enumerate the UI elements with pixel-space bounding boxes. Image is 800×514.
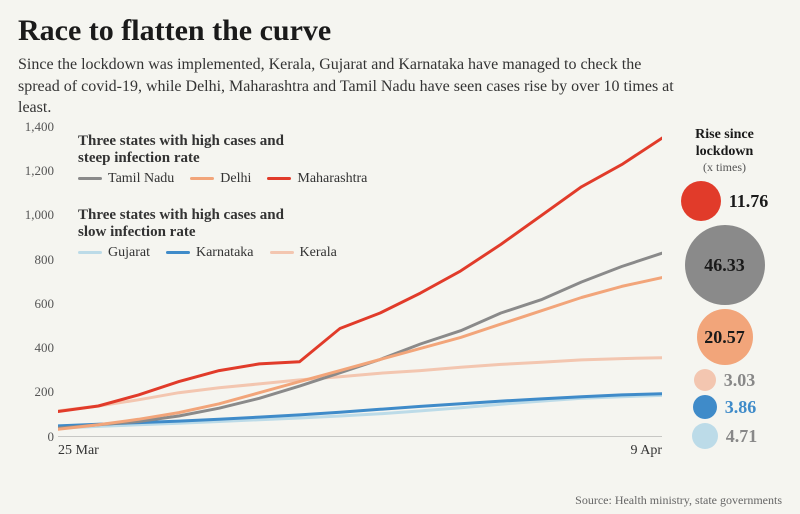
bubble-row-delhi: 20.57: [667, 309, 782, 365]
bubble-value: 11.76: [729, 191, 769, 212]
legend-item: Karnataka: [166, 245, 254, 261]
y-tick: 1,200: [25, 163, 54, 179]
legend-swatch: [78, 251, 102, 254]
legend-slow-items: Gujarat Karnataka Kerala: [78, 245, 337, 261]
x-start-label: 25 Mar: [58, 443, 99, 459]
x-end-label: 9 Apr: [631, 443, 663, 459]
bubble-delhi: 20.57: [697, 309, 753, 365]
legend-label: Maharashtra: [297, 171, 367, 187]
y-tick: 600: [35, 296, 55, 312]
legend-label: Karnataka: [196, 245, 254, 261]
bubble-value: 4.71: [726, 426, 758, 447]
legend-item: Delhi: [190, 171, 251, 187]
legend-steep-title: Three states with high cases and steep i…: [78, 133, 367, 167]
y-tick: 1,400: [25, 119, 54, 135]
y-tick: 0: [48, 429, 55, 445]
bubble-value: 46.33: [704, 255, 745, 276]
plot-region: Three states with high cases and steep i…: [58, 127, 662, 437]
bubble-karnataka: [693, 395, 717, 419]
bubble-maharashtra: [681, 181, 721, 221]
bubble-row-kerala: 3.03: [667, 369, 782, 391]
legend-steep-items: Tamil Nadu Delhi Maharashtra: [78, 171, 367, 187]
series-tamil_nadu: [58, 253, 662, 428]
legend-label: Tamil Nadu: [108, 171, 174, 187]
bubble-gujarat: [692, 423, 718, 449]
rise-title: Rise since lockdown: [667, 127, 782, 161]
source-label: Source: Health ministry, state governmen…: [575, 493, 782, 508]
x-axis: 25 Mar 9 Apr: [58, 443, 662, 459]
legend-swatch: [190, 177, 214, 180]
infographic-root: Race to flatten the curve Since the lock…: [0, 0, 800, 514]
legend-swatch: [267, 177, 291, 180]
legend-slow: Three states with high cases and slow in…: [78, 207, 337, 261]
page-subtitle: Since the lockdown was implemented, Kera…: [18, 54, 678, 119]
bubble-kerala: [694, 369, 716, 391]
bubble-value: 20.57: [704, 327, 745, 348]
legend-swatch: [166, 251, 190, 254]
chart-area: 02004006008001,0001,2001,400 Three state…: [18, 127, 782, 467]
legend-slow-title: Three states with high cases and slow in…: [78, 207, 337, 241]
page-title: Race to flatten the curve: [18, 14, 782, 48]
legend-swatch: [270, 251, 294, 254]
bubble-value: 3.03: [724, 370, 756, 391]
legend-swatch: [78, 177, 102, 180]
y-tick: 1,000: [25, 207, 54, 223]
legend-item: Kerala: [270, 245, 337, 261]
legend-label: Delhi: [220, 171, 251, 187]
legend-item: Tamil Nadu: [78, 171, 174, 187]
legend-label: Gujarat: [108, 245, 150, 261]
y-tick: 200: [35, 384, 55, 400]
rise-subtitle: (x times): [667, 160, 782, 175]
bubble-row-maharashtra: 11.76: [667, 181, 782, 221]
y-tick: 400: [35, 340, 55, 356]
bubble-row-gujarat: 4.71: [667, 423, 782, 449]
bubble-list: 11.76 46.33 20.57 3.03 3.86 4.71: [667, 181, 782, 449]
y-tick: 800: [35, 252, 55, 268]
legend-steep: Three states with high cases and steep i…: [78, 133, 367, 187]
bubble-row-karnataka: 3.86: [667, 395, 782, 419]
bubble-tamil_nadu: 46.33: [685, 225, 765, 305]
bubble-row-tamil_nadu: 46.33: [667, 225, 782, 305]
y-axis: 02004006008001,0001,2001,400: [18, 127, 58, 467]
legend-item: Maharashtra: [267, 171, 367, 187]
rise-panel: Rise since lockdown (x times) 11.76 46.33…: [667, 127, 782, 454]
legend-label: Kerala: [300, 245, 337, 261]
legend-item: Gujarat: [78, 245, 150, 261]
bubble-value: 3.86: [725, 397, 757, 418]
series-delhi: [58, 277, 662, 429]
